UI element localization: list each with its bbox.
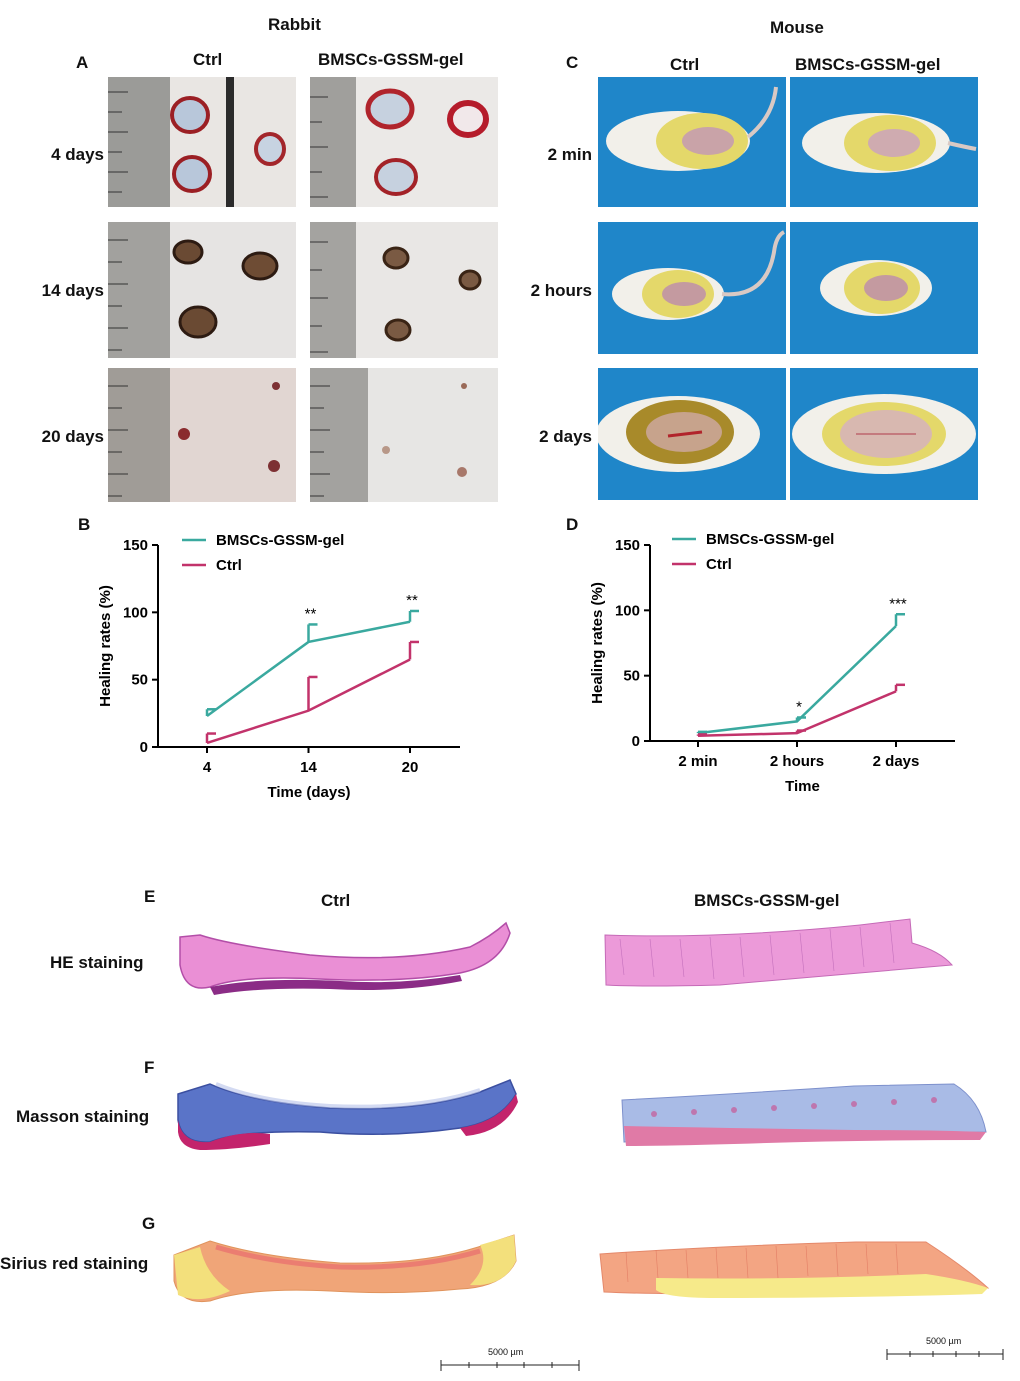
scale-bar-ctrl-label: 5000 µm [488,1347,524,1357]
rabbit-row-label-14-days: 14 days [41,281,104,300]
y-tick-label: 0 [140,739,148,756]
significance-label: *** [889,595,907,612]
y-axis-label: Healing rates (%) [589,582,606,704]
panel-letter-a: A [76,53,89,72]
rabbit-photo-ctrl-20-days [108,368,296,502]
x-tick-label: 2 min [678,753,717,770]
rabbit-photo-ctrl-4-days [108,77,296,207]
hist-row-label-masson: Masson staining [16,1107,150,1126]
panel-letter-g: G [142,1214,156,1233]
mouse-photo-ctrl-2-min [598,77,786,207]
y-tick-label: 150 [615,537,640,554]
he-staining-treat [600,915,960,995]
legend-label: Ctrl [706,556,732,573]
hist-col-treat: BMSCs-GSSM-gel [694,891,840,910]
significance-label: * [796,698,802,715]
panel-letter-f: F [144,1058,155,1077]
hist-row-label-sirius: Sirius red staining [0,1254,149,1273]
y-tick-label: 50 [131,672,148,689]
scale-bar-ctrl-graphic [440,1360,580,1371]
sirius-red-staining-ctrl [170,1225,520,1310]
scale-bar-treat: 5000 µm [886,1334,1004,1364]
mouse-photo-treat-2-hours [790,222,978,354]
rabbit-row-label-20-days: 20 days [41,427,104,446]
series-line [206,620,411,718]
mouse-header: Mouse [770,18,824,37]
series-line [697,625,897,735]
panel-letter-c: C [566,53,579,72]
masson-staining-ctrl [170,1072,520,1152]
legend-label: BMSCs-GSSM-gel [216,532,344,549]
mouse-col-ctrl: Ctrl [670,55,700,74]
x-tick-label: 4 [203,759,212,776]
mouse-row-label-2-hours: 2 hours [530,281,592,300]
y-tick-label: 100 [123,604,148,621]
healing-chart-mouse: 0 50 100 150 2 min 2 hours 2 days Time Healing r… [585,525,985,815]
panel-letter-b: B [78,515,91,534]
rabbit-photo-ctrl-14-days [108,222,296,358]
scale-bar-treat-label: 5000 µm [926,1336,962,1346]
mouse-photo-ctrl-2-days [598,368,786,500]
y-tick-label: 100 [615,602,640,619]
y-tick-label: 50 [623,668,640,685]
x-tick-label: 14 [300,759,317,776]
x-tick-label: 2 hours [770,753,824,770]
significance-label: ** [406,592,418,609]
mouse-photo-treat-2-days [790,368,978,500]
mouse-row-label-2-days: 2 days [539,427,592,446]
rabbit-col-treat: BMSCs-GSSM-gel [318,50,464,69]
scale-bar-treat-graphic [886,1349,1004,1360]
mouse-col-treat: BMSCs-GSSM-gel [795,55,941,74]
x-tick-label: 2 days [873,753,920,770]
x-axis-label: Time [785,778,820,795]
y-tick-label: 150 [123,537,148,554]
series-line [206,658,411,745]
legend-label: BMSCs-GSSM-gel [706,531,834,548]
rabbit-photo-treat-14-days [310,222,498,358]
rabbit-header: Rabbit [268,15,321,34]
panel-letter-e: E [144,887,156,906]
rabbit-photo-treat-20-days [310,368,498,502]
healing-chart-rabbit: 0 50 100 150 4 14 20 Time (days) Healing rates (… [90,525,490,815]
rabbit-row-label-4-days: 4 days [51,145,104,164]
mouse-photo-ctrl-2-hours [598,222,786,354]
he-staining-ctrl [170,915,515,1000]
mouse-row-label-2-min: 2 min [547,145,592,164]
y-axis-label: Healing rates (%) [97,585,114,707]
panel-letter-d: D [566,515,579,534]
series-line [697,690,897,738]
y-tick-label: 0 [632,733,640,750]
healing-chart-rabbit-svg: 0 50 100 150 4 14 20 Time (days) Healing rates (… [97,532,460,801]
mouse-photo-treat-2-min [790,77,978,207]
rabbit-col-ctrl: Ctrl [193,50,223,69]
rabbit-photo-treat-4-days [310,77,498,207]
sirius-red-staining-treat [596,1228,992,1308]
legend-label: Ctrl [216,557,242,574]
x-tick-label: 20 [402,759,419,776]
hist-col-ctrl: Ctrl [321,891,351,910]
x-axis-label: Time (days) [267,784,350,801]
healing-chart-mouse-svg: 0 50 100 150 2 min 2 hours 2 days Time Healing r… [589,531,955,795]
masson-staining-treat [614,1070,990,1155]
significance-label: ** [305,605,317,622]
hist-row-label-he: HE staining [50,953,144,972]
scale-bar-ctrl: 5000 µm [440,1345,580,1375]
